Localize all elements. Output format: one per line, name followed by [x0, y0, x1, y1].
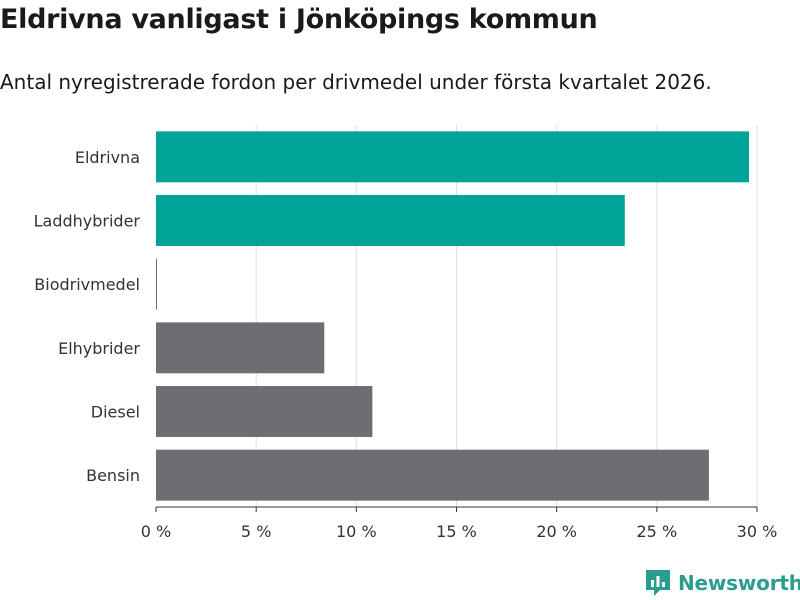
- bar-eldrivna: [156, 131, 749, 183]
- x-tick-label-30: 30 %: [737, 522, 778, 541]
- bar-bensin: [156, 449, 709, 501]
- bar-laddhybrider: [156, 195, 625, 246]
- bar-diesel: [156, 386, 373, 437]
- x-tick-label-5: 5 %: [241, 522, 271, 541]
- chart-title: Eldrivna vanligast i Jönköpings kommun: [0, 4, 598, 35]
- category-label-elhybrider: Elhybrider: [58, 339, 140, 358]
- x-tick-label-10: 10 %: [336, 522, 377, 541]
- category-label-laddhybrider: Laddhybrider: [34, 212, 141, 231]
- newsworthy-logo: Newsworthy: [644, 568, 800, 598]
- newsworthy-logo-text: Newsworthy: [678, 571, 800, 595]
- x-tick-label-20: 20 %: [536, 522, 577, 541]
- x-tick-label-25: 25 %: [637, 522, 678, 541]
- bar-elhybrider: [156, 322, 325, 374]
- category-label-biodrivmedel: Biodrivmedel: [34, 275, 140, 294]
- newsworthy-logo-icon: [646, 570, 670, 596]
- x-tick-label-15: 15 %: [436, 522, 477, 541]
- category-label-bensin: Bensin: [86, 466, 140, 485]
- category-label-eldrivna: Eldrivna: [75, 148, 140, 167]
- bar-biodrivmedel: [156, 258, 158, 310]
- chart-subtitle: Antal nyregistrerade fordon per drivmede…: [0, 70, 712, 94]
- x-tick-label-0: 0 %: [141, 522, 171, 541]
- category-label-diesel: Diesel: [91, 403, 140, 422]
